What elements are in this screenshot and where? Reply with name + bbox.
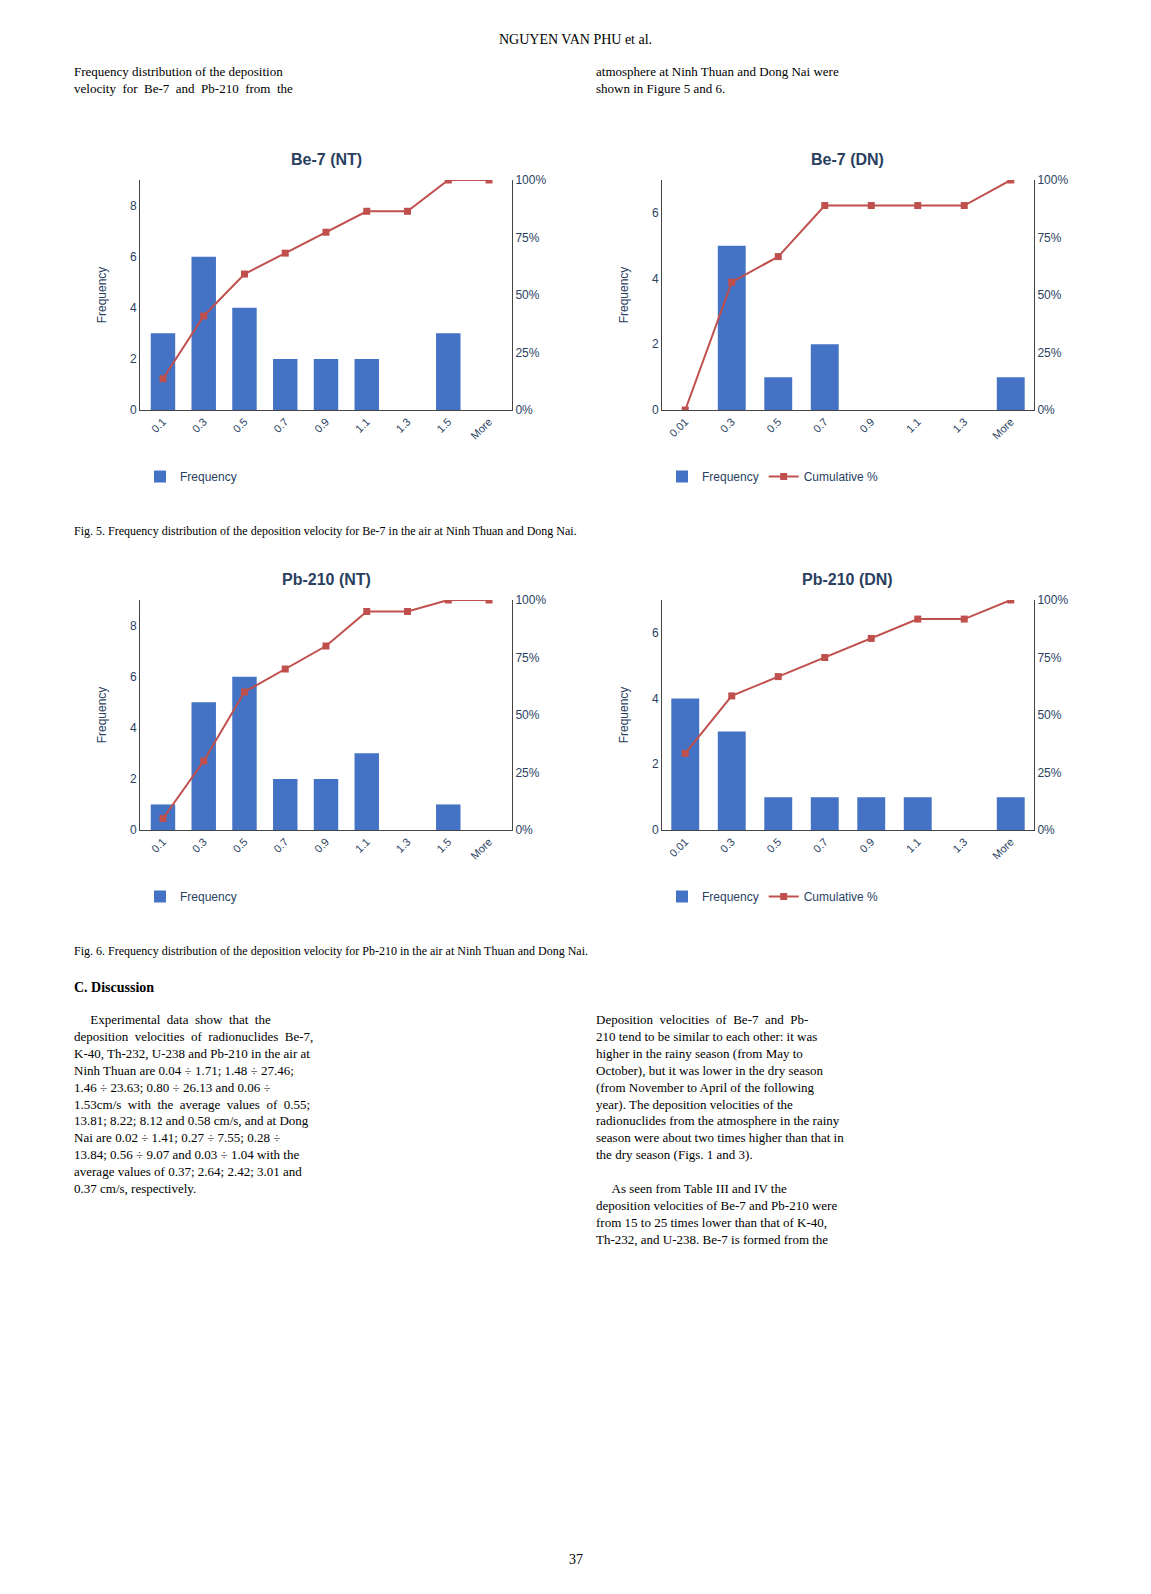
svg-text:0.9: 0.9 bbox=[312, 836, 331, 855]
svg-text:75%: 75% bbox=[515, 231, 539, 245]
svg-text:6: 6 bbox=[130, 670, 137, 684]
svg-text:75%: 75% bbox=[515, 651, 539, 665]
svg-text:0%: 0% bbox=[1037, 823, 1055, 837]
svg-text:0.3: 0.3 bbox=[718, 416, 737, 435]
svg-text:4: 4 bbox=[652, 272, 659, 286]
svg-text:1.5: 1.5 bbox=[434, 416, 453, 435]
svg-text:1.3: 1.3 bbox=[394, 836, 413, 855]
svg-text:C. Discussion: C. Discussion bbox=[74, 980, 154, 995]
svg-text:More: More bbox=[990, 416, 1016, 442]
svg-text:1.3: 1.3 bbox=[950, 416, 969, 435]
svg-text:Frequency: Frequency bbox=[180, 890, 237, 904]
svg-text:25%: 25% bbox=[515, 346, 539, 360]
svg-text:0: 0 bbox=[130, 403, 137, 417]
svg-text:0.7: 0.7 bbox=[811, 416, 830, 435]
svg-text:Be-7 (NT): Be-7 (NT) bbox=[291, 151, 362, 168]
svg-text:50%: 50% bbox=[1037, 708, 1061, 722]
svg-text:50%: 50% bbox=[1037, 288, 1061, 302]
svg-text:0%: 0% bbox=[1037, 403, 1055, 417]
svg-text:75%: 75% bbox=[1037, 231, 1061, 245]
svg-text:0.7: 0.7 bbox=[811, 836, 830, 855]
svg-text:6: 6 bbox=[652, 626, 659, 640]
svg-text:Cumulative %: Cumulative % bbox=[804, 890, 878, 904]
svg-text:0.3: 0.3 bbox=[718, 836, 737, 855]
svg-text:Frequency: Frequency bbox=[702, 890, 759, 904]
svg-text:0.01: 0.01 bbox=[667, 836, 691, 860]
svg-text:1.3: 1.3 bbox=[394, 416, 413, 435]
svg-text:0.5: 0.5 bbox=[764, 836, 783, 855]
svg-text:100%: 100% bbox=[1037, 173, 1068, 187]
svg-text:Fig. 5. Frequency distribution: Fig. 5. Frequency distribution of the de… bbox=[74, 524, 577, 538]
svg-text:0.1: 0.1 bbox=[149, 416, 168, 435]
svg-text:0: 0 bbox=[652, 823, 659, 837]
svg-text:1.1: 1.1 bbox=[353, 416, 372, 435]
svg-text:More: More bbox=[468, 836, 494, 862]
svg-text:0.9: 0.9 bbox=[312, 416, 331, 435]
svg-text:0.01: 0.01 bbox=[667, 416, 691, 440]
svg-text:2: 2 bbox=[652, 757, 659, 771]
svg-text:2: 2 bbox=[130, 772, 137, 786]
svg-text:0.7: 0.7 bbox=[271, 836, 290, 855]
svg-text:Fig. 6. Frequency distribution: Fig. 6. Frequency distribution of the de… bbox=[74, 944, 588, 958]
svg-text:4: 4 bbox=[130, 301, 137, 315]
svg-text:0%: 0% bbox=[515, 403, 533, 417]
svg-text:0.3: 0.3 bbox=[190, 416, 209, 435]
svg-text:0.5: 0.5 bbox=[230, 416, 249, 435]
svg-text:Frequency: Frequency bbox=[617, 267, 631, 324]
svg-text:1.1: 1.1 bbox=[904, 416, 923, 435]
svg-text:1.1: 1.1 bbox=[904, 836, 923, 855]
svg-text:Experimental data show that: Experimental data show that thedepositio… bbox=[74, 1012, 313, 1196]
svg-text:Pb-210 (NT): Pb-210 (NT) bbox=[282, 571, 371, 588]
svg-text:25%: 25% bbox=[515, 766, 539, 780]
svg-text:Cumulative %: Cumulative % bbox=[804, 470, 878, 484]
svg-text:75%: 75% bbox=[1037, 651, 1061, 665]
svg-text:Frequency distribution of the: Frequency distribution of the deposition… bbox=[74, 64, 293, 96]
svg-text:4: 4 bbox=[652, 692, 659, 706]
svg-text:Frequency: Frequency bbox=[617, 687, 631, 744]
svg-text:8: 8 bbox=[130, 199, 137, 213]
svg-text:100%: 100% bbox=[515, 593, 546, 607]
svg-text:More: More bbox=[990, 836, 1016, 862]
svg-text:Frequency: Frequency bbox=[95, 687, 109, 744]
svg-text:2: 2 bbox=[652, 337, 659, 351]
svg-text:Deposition velocities of Be: Deposition velocities of Be-7 and Pb-210… bbox=[596, 1012, 844, 1247]
svg-text:4: 4 bbox=[130, 721, 137, 735]
svg-text:0.1: 0.1 bbox=[149, 836, 168, 855]
svg-text:100%: 100% bbox=[515, 173, 546, 187]
svg-text:Pb-210 (DN): Pb-210 (DN) bbox=[802, 571, 893, 588]
svg-text:0.3: 0.3 bbox=[190, 836, 209, 855]
svg-text:25%: 25% bbox=[1037, 346, 1061, 360]
svg-text:0: 0 bbox=[652, 403, 659, 417]
svg-text:1.5: 1.5 bbox=[434, 836, 453, 855]
svg-text:1.1: 1.1 bbox=[353, 836, 372, 855]
svg-text:atmosphere at Ninh Thuan and D: atmosphere at Ninh Thuan and Dong Nai we… bbox=[596, 64, 839, 96]
svg-text:6: 6 bbox=[130, 250, 137, 264]
svg-text:Be-7 (DN): Be-7 (DN) bbox=[811, 151, 884, 168]
svg-text:0%: 0% bbox=[515, 823, 533, 837]
svg-text:0.7: 0.7 bbox=[271, 416, 290, 435]
svg-text:8: 8 bbox=[130, 619, 137, 633]
svg-text:50%: 50% bbox=[515, 708, 539, 722]
svg-text:37: 37 bbox=[569, 1552, 583, 1567]
svg-text:0.5: 0.5 bbox=[764, 416, 783, 435]
svg-text:2: 2 bbox=[130, 352, 137, 366]
svg-text:Frequency: Frequency bbox=[95, 267, 109, 324]
svg-text:More: More bbox=[468, 416, 494, 442]
svg-text:0.9: 0.9 bbox=[857, 836, 876, 855]
svg-text:50%: 50% bbox=[515, 288, 539, 302]
svg-text:NGUYEN VAN PHU et al.: NGUYEN VAN PHU et al. bbox=[499, 32, 652, 47]
svg-text:0: 0 bbox=[130, 823, 137, 837]
svg-text:1.3: 1.3 bbox=[950, 836, 969, 855]
svg-text:0.5: 0.5 bbox=[230, 836, 249, 855]
svg-text:0.9: 0.9 bbox=[857, 416, 876, 435]
svg-text:25%: 25% bbox=[1037, 766, 1061, 780]
svg-text:Frequency: Frequency bbox=[702, 470, 759, 484]
svg-text:100%: 100% bbox=[1037, 593, 1068, 607]
svg-text:Frequency: Frequency bbox=[180, 470, 237, 484]
svg-text:6: 6 bbox=[652, 206, 659, 220]
